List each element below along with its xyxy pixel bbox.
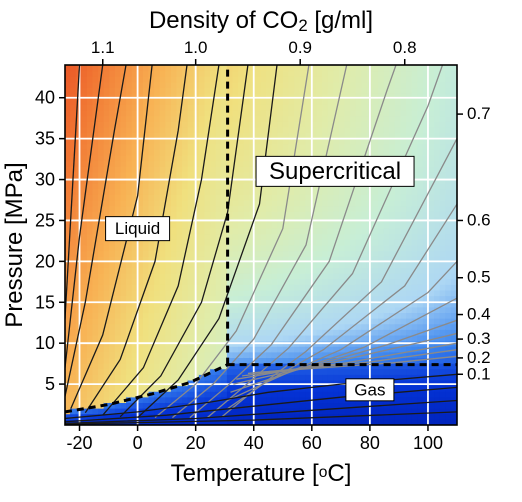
density-top-tick: 1.0 <box>184 38 208 57</box>
phase-label-gas-text: Gas <box>354 380 385 399</box>
phase-label-gas: Gas <box>346 379 394 401</box>
x-tick-label: 80 <box>360 433 380 453</box>
x-tick-label: -20 <box>67 433 93 453</box>
y-tick-label: 35 <box>35 129 55 149</box>
bottom-title: Temperature [oC] <box>171 460 352 487</box>
density-right-tick: 0.4 <box>467 305 491 324</box>
density-right-tick: 0.5 <box>467 268 491 287</box>
phase-label-supercritical: Supercritical <box>256 156 414 186</box>
y-tick-label: 5 <box>45 374 55 394</box>
phase-label-liquid-text: Liquid <box>115 219 160 238</box>
left-title: Pressure [MPa] <box>1 162 28 327</box>
x-tick-label: 100 <box>413 433 443 453</box>
phase-diagram: Liquid Supercritical Gas -20 0 20 40 60 80 100 5 10… <box>0 0 522 502</box>
x-tick-label: 20 <box>186 433 206 453</box>
density-top-tick: 0.9 <box>288 38 312 57</box>
y-tick-label: 30 <box>35 170 55 190</box>
phase-label-liquid: Liquid <box>106 217 170 241</box>
density-right-tick: 0.3 <box>467 329 491 348</box>
y-tick-label: 10 <box>35 333 55 353</box>
density-top-tick: 1.1 <box>91 38 115 57</box>
x-tick-label: 60 <box>302 433 322 453</box>
density-right-tick: 0.6 <box>467 210 491 229</box>
density-top-tick: 0.8 <box>393 38 417 57</box>
y-tick-label: 40 <box>35 88 55 108</box>
x-tick-label: 40 <box>244 433 264 453</box>
top-title: Density of CO2 [g/ml] <box>149 7 373 35</box>
density-right-tick: 0.1 <box>467 364 491 383</box>
y-tick-label: 20 <box>35 251 55 271</box>
density-right-tick: 0.7 <box>467 104 491 123</box>
phase-label-supercritical-text: Supercritical <box>269 158 401 185</box>
y-tick-label: 25 <box>35 210 55 230</box>
x-tick-label: 0 <box>133 433 143 453</box>
y-tick-label: 15 <box>35 292 55 312</box>
